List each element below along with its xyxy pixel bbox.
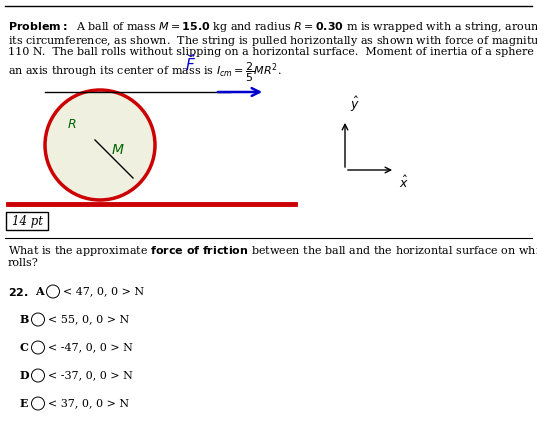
Text: A: A <box>35 286 43 297</box>
Text: < -37, 0, 0 > N: < -37, 0, 0 > N <box>48 370 133 380</box>
Text: 110 N.  The ball rolls without slipping on a horizontal surface.  Moment of iner: 110 N. The ball rolls without slipping o… <box>8 47 537 57</box>
Text: $\mathbf{22.}$: $\mathbf{22.}$ <box>8 286 28 298</box>
Text: rolls?: rolls? <box>8 257 39 267</box>
Text: B: B <box>20 314 30 325</box>
Text: D: D <box>20 370 30 381</box>
Circle shape <box>47 285 60 298</box>
Text: $\it{R}$: $\it{R}$ <box>67 118 77 131</box>
Circle shape <box>32 313 45 326</box>
Text: $\hat{y}$: $\hat{y}$ <box>350 95 360 114</box>
Text: < 55, 0, 0 > N: < 55, 0, 0 > N <box>48 314 129 324</box>
Circle shape <box>32 341 45 354</box>
Text: $\hat{x}$: $\hat{x}$ <box>399 175 409 191</box>
Text: $\vec{F}$: $\vec{F}$ <box>185 53 195 74</box>
Text: an axis through its center of mass is $I_{cm} = \dfrac{2}{5}MR^2$.: an axis through its center of mass is $I… <box>8 60 281 84</box>
Text: $\bf{Problem:}$  A ball of mass $M = \mathbf{15.0}$ kg and radius $R = \mathbf{0: $\bf{Problem:}$ A ball of mass $M = \mat… <box>8 20 537 34</box>
Circle shape <box>45 90 155 200</box>
Text: E: E <box>20 398 28 409</box>
Circle shape <box>32 369 45 382</box>
Text: its circumference, as shown.  The string is pulled horizontally as shown with fo: its circumference, as shown. The string … <box>8 34 537 48</box>
Text: C: C <box>20 342 29 353</box>
Circle shape <box>32 397 45 410</box>
Text: What is the approximate $\mathbf{force\ of\ friction}$ between the ball and the : What is the approximate $\mathbf{force\ … <box>8 244 537 258</box>
Bar <box>6 212 48 230</box>
Text: < 47, 0, 0 > N: < 47, 0, 0 > N <box>63 286 144 296</box>
Text: < 37, 0, 0 > N: < 37, 0, 0 > N <box>48 398 129 408</box>
Text: 14 pt: 14 pt <box>11 215 42 228</box>
Text: < -47, 0, 0 > N: < -47, 0, 0 > N <box>48 342 133 352</box>
Text: $M$: $M$ <box>111 143 125 157</box>
